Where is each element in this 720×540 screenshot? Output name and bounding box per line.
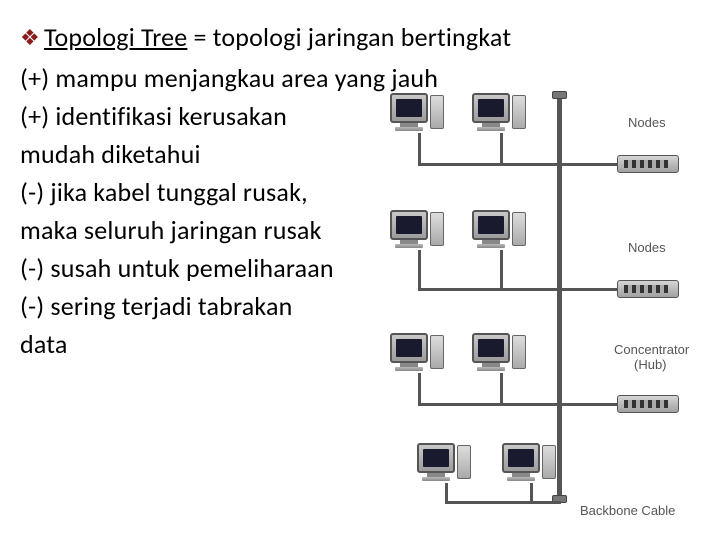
computer-node bbox=[472, 333, 510, 371]
branch-wire bbox=[561, 163, 617, 166]
node-wire bbox=[418, 373, 421, 403]
node-wire bbox=[500, 403, 559, 406]
node-wire bbox=[500, 163, 559, 166]
branch-wire bbox=[561, 403, 617, 406]
title-main: Topologi Tree bbox=[44, 21, 187, 53]
node-wire bbox=[500, 133, 503, 163]
diagram-label: Concentrator bbox=[614, 342, 689, 357]
computer-node bbox=[390, 333, 428, 371]
backbone-cable bbox=[557, 97, 562, 495]
title-line: ❖Topologi Tree = topologi jaringan berti… bbox=[20, 18, 700, 59]
hub-device bbox=[617, 155, 679, 173]
node-wire bbox=[418, 250, 421, 288]
title-rest: = topologi jaringan bertingkat bbox=[187, 21, 511, 53]
node-wire bbox=[530, 483, 533, 501]
node-wire bbox=[530, 501, 561, 504]
node-wire bbox=[500, 373, 503, 403]
node-wire bbox=[418, 133, 421, 163]
computer-node bbox=[472, 93, 510, 131]
node-wire bbox=[500, 250, 503, 288]
branch-wire bbox=[561, 288, 617, 291]
hub-device bbox=[617, 395, 679, 413]
computer-node bbox=[417, 443, 455, 481]
bullet-icon: ❖ bbox=[20, 19, 40, 57]
computer-node bbox=[390, 93, 428, 131]
network-diagram: Nodes Nodes Concentrator(Hub) Backbone Cabl… bbox=[382, 85, 712, 520]
computer-node bbox=[390, 210, 428, 248]
node-wire bbox=[500, 288, 559, 291]
diagram-label: Nodes bbox=[628, 240, 666, 255]
computer-node bbox=[502, 443, 540, 481]
cable-cap bbox=[552, 91, 567, 99]
node-wire bbox=[445, 483, 448, 501]
diagram-label: (Hub) bbox=[634, 357, 667, 372]
diagram-label: Nodes bbox=[628, 115, 666, 130]
diagram-label: Backbone Cable bbox=[580, 503, 675, 518]
computer-node bbox=[472, 210, 510, 248]
hub-device bbox=[617, 280, 679, 298]
